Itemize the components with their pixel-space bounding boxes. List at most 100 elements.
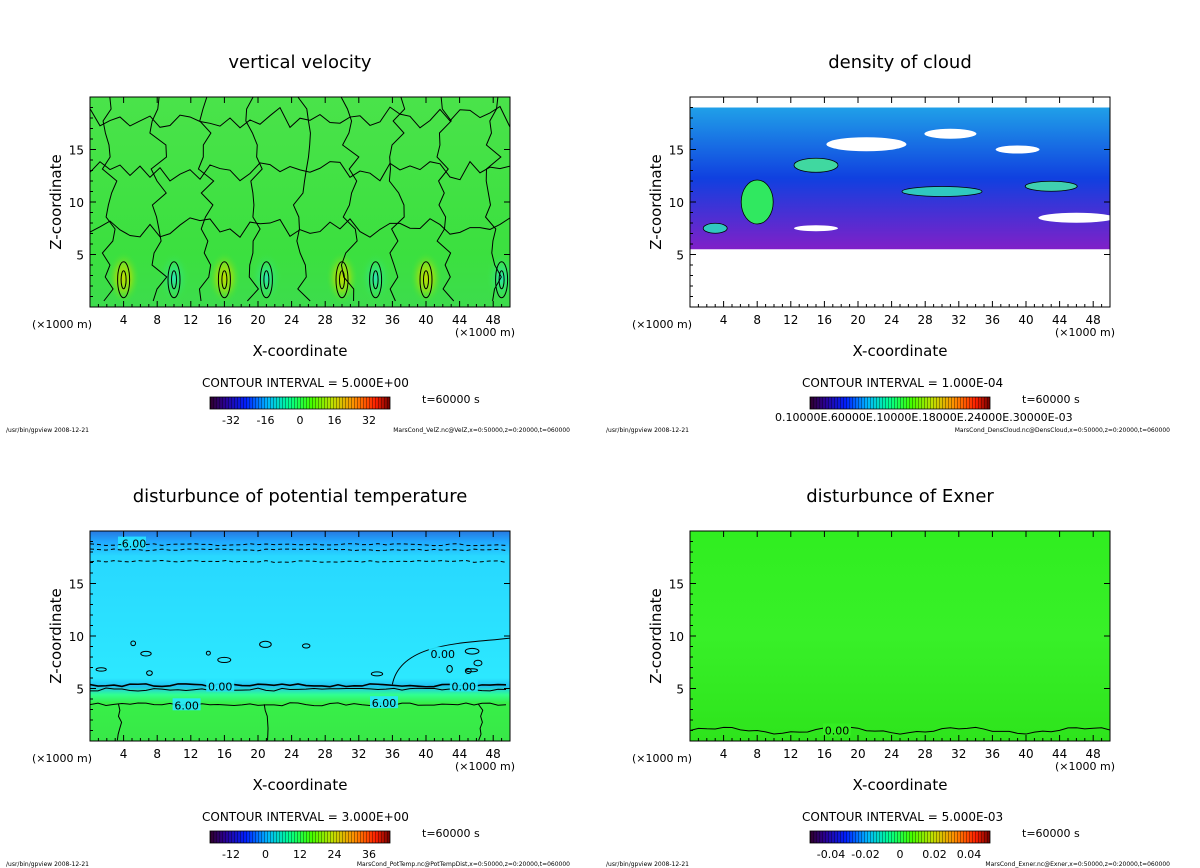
footer-program: /usr/bin/gpview 2008-12-21 — [6, 861, 89, 868]
data-field — [690, 531, 1110, 741]
x-tick-label: 28 — [318, 313, 333, 327]
field-background — [90, 97, 510, 307]
time-label: t=60000 s — [422, 393, 480, 406]
x-axis-label: X-coordinate — [853, 342, 948, 360]
x-unit-label: (×1000 m) — [32, 318, 92, 331]
contour-line — [95, 667, 107, 672]
colorbar-tick-label: 12 — [293, 848, 307, 861]
x-tick-label: 32 — [351, 747, 366, 761]
contour-line — [423, 270, 429, 290]
footer-source: MarsCond_VelZ.nc@VelZ,x=0:50000,z=0:2000… — [393, 427, 570, 434]
contour-line — [690, 726, 1110, 735]
x-tick-label: 20 — [250, 747, 265, 761]
contour-line — [498, 270, 505, 290]
colorbar-tick-label: 36 — [362, 848, 376, 861]
contour-label-bg — [449, 679, 478, 692]
contour-line — [140, 650, 152, 657]
contour-line — [259, 261, 273, 299]
data-field — [90, 97, 510, 307]
y-tick-label: 10 — [69, 630, 84, 644]
contour-line — [388, 97, 406, 302]
contour-label: 0.00 — [208, 680, 233, 693]
x-tick-label: 44 — [1052, 747, 1067, 761]
x-tick-label: 32 — [951, 313, 966, 327]
contour-line — [263, 270, 270, 290]
x-tick-label: 20 — [850, 313, 865, 327]
x-tick-label: 36 — [385, 747, 400, 761]
x-tick-label: 4 — [720, 313, 728, 327]
x-tick-label: 4 — [720, 747, 728, 761]
y-tick-label: 10 — [669, 196, 684, 210]
x-tick-label: 8 — [153, 747, 161, 761]
colorbar-tick-label: 0 — [297, 414, 304, 427]
y-tick-label: 15 — [669, 578, 684, 592]
contour-line — [90, 687, 507, 692]
contour-line — [130, 640, 137, 647]
footer-program: /usr/bin/gpview 2008-12-21 — [606, 427, 689, 434]
x-tick-label: 24 — [284, 747, 299, 761]
velocity-cell — [250, 251, 283, 304]
contour-label-bg — [370, 696, 398, 709]
contour-label-bg — [172, 698, 201, 711]
footer-program: /usr/bin/gpview 2008-12-21 — [6, 427, 89, 434]
contour-line — [217, 261, 231, 299]
x-tick-label: 12 — [783, 747, 798, 761]
x-tick-label: 4 — [120, 747, 128, 761]
contour-line — [495, 261, 509, 299]
x-tick-label: 36 — [985, 313, 1000, 327]
contour-interval: CONTOUR INTERVAL = 3.000E+00 — [202, 810, 409, 824]
x-tick-label: 12 — [783, 313, 798, 327]
chart-title: density of cloud — [828, 52, 972, 73]
footer-program: /usr/bin/gpview 2008-12-21 — [606, 861, 689, 868]
x-tick-label: 8 — [753, 747, 761, 761]
colorbar-tick-label: 0 — [897, 848, 904, 861]
x-axis-label: X-coordinate — [253, 342, 348, 360]
colorbar-frame — [809, 396, 991, 410]
x-tick-label: 48 — [486, 747, 501, 761]
contour-label-bg — [428, 646, 457, 659]
contour-line — [369, 261, 383, 299]
x-unit-label: (×1000 m) — [632, 318, 692, 331]
colorbar-frame — [209, 396, 391, 410]
colorbar-tick-label: 0.04 — [957, 848, 982, 861]
y-axis-label: Z-coordinate — [647, 588, 665, 683]
colorbar-tick-label: 0.02 — [922, 848, 947, 861]
x-tick-label: 48 — [1086, 313, 1101, 327]
time-label: t=60000 s — [422, 827, 480, 840]
x-tick-label: 20 — [850, 747, 865, 761]
contour-label-bg — [823, 723, 851, 736]
chart-title: vertical velocity — [228, 52, 372, 73]
y-tick-label: 15 — [669, 144, 684, 158]
contour-line — [90, 105, 510, 129]
colorbar-tick-label: 32 — [362, 414, 376, 427]
contour-line — [117, 261, 131, 299]
contour-line — [120, 270, 127, 290]
contour-line — [339, 270, 345, 290]
contour-label: -6.00 — [118, 538, 146, 551]
contour-line — [197, 97, 215, 302]
cloud-gap — [826, 137, 907, 152]
contour-line — [259, 640, 272, 648]
colorbar-tick-labels: 0.10000E.60000E.10000E.18000E.24000E.300… — [775, 411, 1073, 424]
contour-line — [464, 647, 480, 655]
x-tick-label: 40 — [418, 313, 433, 327]
contour-line — [465, 668, 479, 673]
contour-line — [101, 97, 118, 302]
x-tick-label: 20 — [250, 313, 265, 327]
y-tick-label: 10 — [69, 196, 84, 210]
velocity-cell — [158, 251, 190, 304]
x-tick-label: 48 — [1086, 747, 1101, 761]
colorbar-levels — [810, 397, 990, 409]
contour-line — [90, 160, 510, 182]
contour-line — [90, 683, 507, 688]
contour-line — [484, 97, 502, 302]
x-tick-label: 32 — [351, 313, 366, 327]
contour-label: 0.00 — [431, 648, 456, 661]
cloud-core — [1024, 180, 1078, 192]
contour-line — [116, 704, 123, 741]
x-tick-label: 36 — [385, 313, 400, 327]
contour-line — [149, 97, 168, 302]
colorbar-tick-label: 0 — [262, 848, 269, 861]
y-tick-label: 5 — [76, 683, 84, 697]
